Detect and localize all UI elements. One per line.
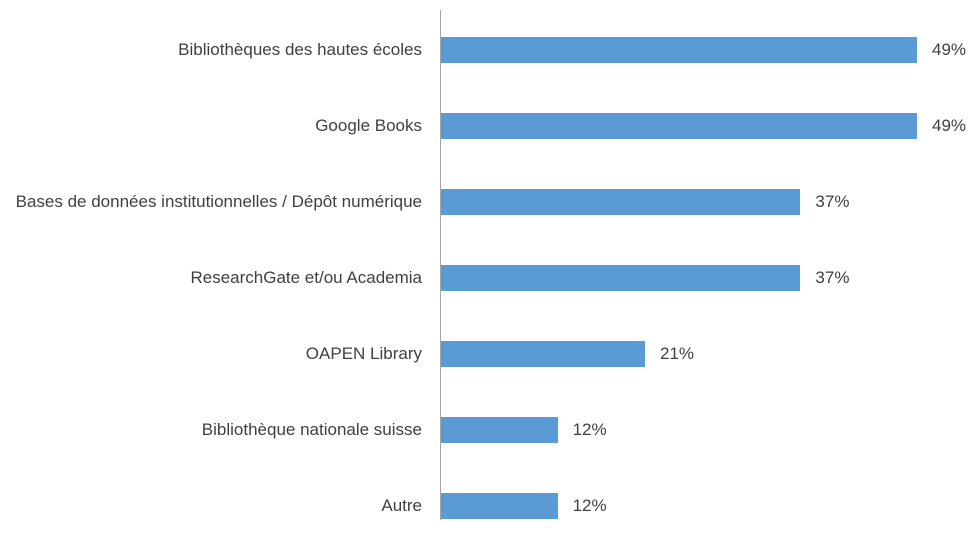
data-label: 37% [815, 192, 850, 211]
data-label: 12% [572, 496, 607, 515]
category-text: Bibliothèques des hautes écoles [178, 40, 422, 59]
bar [441, 417, 558, 443]
category-text: OAPEN Library [305, 344, 422, 363]
category-label: ResearchGate et/ou Academia [6, 266, 422, 290]
category-text: Bibliothèque nationale suisse [201, 420, 422, 439]
category-axis [440, 10, 441, 520]
category-label: OAPEN Library [6, 342, 422, 366]
data-label: 49% [932, 40, 967, 59]
bar [441, 113, 917, 139]
data-label: 49% [932, 116, 967, 135]
category-label: Bases de données institutionnelles / Dép… [6, 190, 422, 214]
category-text: Google Books [315, 116, 422, 135]
data-label: 37% [815, 268, 850, 287]
category-label: Bibliothèque nationale suisse [6, 418, 422, 442]
bar [441, 341, 645, 367]
category-text: ResearchGate et/ou Academia [190, 268, 422, 287]
bar [441, 265, 801, 291]
category-text: Autre [381, 496, 422, 515]
bar [441, 37, 917, 63]
category-label: Autre [6, 494, 422, 518]
bar [441, 189, 801, 215]
bar [441, 493, 558, 519]
data-label: 12% [572, 420, 607, 439]
category-text: Bases de données institutionnelles / Dép… [15, 192, 422, 211]
category-label: Bibliothèques des hautes écoles [6, 38, 422, 62]
category-label: Google Books [6, 114, 422, 138]
data-label: 21% [660, 344, 695, 363]
